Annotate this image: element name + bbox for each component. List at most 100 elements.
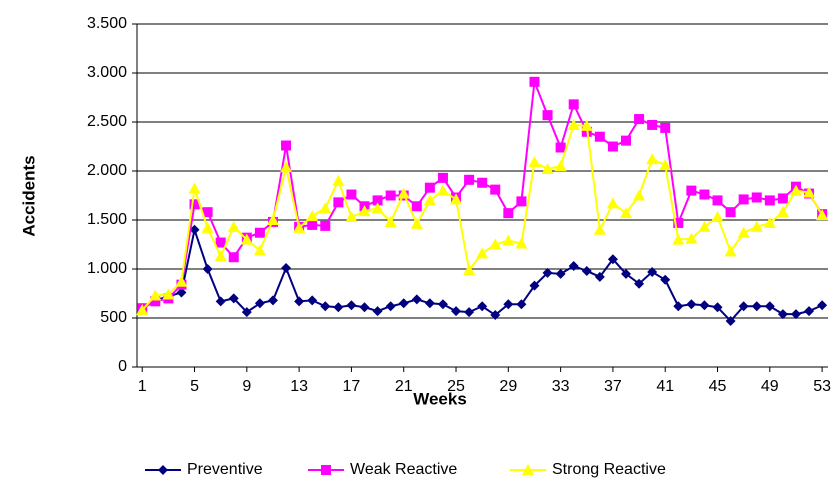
marker [607, 141, 618, 152]
marker [502, 234, 515, 246]
marker [306, 210, 319, 222]
marker [698, 220, 711, 232]
marker [320, 220, 331, 231]
marker [634, 114, 645, 125]
marker [188, 182, 201, 194]
marker [529, 280, 540, 291]
marker [411, 201, 422, 212]
marker [568, 99, 579, 110]
marker [580, 119, 593, 131]
marker [660, 122, 671, 133]
marker [712, 302, 723, 313]
marker [372, 195, 383, 206]
marker [555, 268, 566, 279]
marker [345, 211, 358, 223]
marker [712, 195, 723, 206]
marker [202, 207, 213, 218]
marker [516, 196, 527, 207]
marker [215, 296, 226, 307]
marker [503, 299, 514, 310]
marker [228, 252, 239, 263]
marker [763, 216, 776, 228]
marker [724, 245, 737, 257]
marker [803, 186, 816, 198]
marker [647, 266, 658, 277]
marker [215, 237, 226, 248]
marker [515, 237, 528, 249]
marker [346, 300, 357, 311]
marker [372, 306, 383, 317]
marker [633, 189, 646, 201]
x-tick-label: 9 [242, 378, 251, 395]
marker [254, 298, 265, 309]
y-tick-label: 3.500 [87, 15, 127, 32]
marker [319, 202, 332, 214]
marker [725, 207, 736, 218]
marker [189, 224, 200, 235]
marker [307, 295, 318, 306]
marker [436, 184, 449, 196]
x-tick-label: 37 [604, 378, 622, 395]
legend-label: Weak Reactive [350, 461, 457, 478]
marker [333, 197, 344, 208]
marker [764, 195, 775, 206]
marker [254, 227, 265, 238]
marker [634, 278, 645, 289]
marker [332, 174, 345, 186]
marker [817, 300, 828, 311]
marker [554, 160, 567, 172]
marker [581, 265, 592, 276]
legend-label: Strong Reactive [552, 461, 666, 478]
marker [437, 299, 448, 310]
marker [477, 301, 488, 312]
marker [620, 135, 631, 146]
marker [750, 220, 763, 232]
marker [280, 161, 293, 173]
marker [320, 301, 331, 312]
marker [516, 299, 527, 310]
marker [607, 254, 618, 265]
marker [424, 182, 435, 193]
marker [673, 301, 684, 312]
marker [593, 223, 606, 235]
marker [162, 288, 175, 300]
x-tick-label: 53 [813, 378, 831, 395]
marker [672, 233, 685, 245]
y-tick-label: 1.500 [87, 211, 127, 228]
marker [789, 184, 802, 196]
marker [202, 264, 213, 274]
marker [358, 205, 371, 217]
marker [738, 301, 749, 312]
marker [266, 214, 279, 225]
legend-marker [522, 464, 534, 475]
series-line [141, 81, 823, 310]
marker [227, 220, 240, 232]
legend-marker [158, 465, 168, 475]
marker [685, 232, 698, 244]
marker [359, 302, 370, 313]
marker [646, 153, 659, 165]
marker [201, 221, 214, 233]
marker [777, 193, 788, 204]
marker [660, 274, 671, 285]
marker [619, 207, 632, 219]
marker [711, 211, 724, 223]
x-tick-label: 41 [656, 378, 674, 395]
marker [410, 217, 423, 229]
marker [346, 189, 357, 200]
marker [699, 189, 710, 200]
marker [307, 219, 318, 230]
marker [503, 208, 514, 219]
marker [281, 263, 292, 274]
marker [738, 194, 749, 205]
marker [477, 177, 488, 188]
marker [150, 296, 161, 307]
legend-label: Preventive [187, 461, 263, 478]
marker [241, 307, 252, 318]
marker [189, 199, 200, 210]
marker [490, 184, 501, 195]
x-tick-label: 45 [709, 378, 727, 395]
marker [423, 194, 436, 206]
marker [136, 304, 149, 316]
marker [293, 221, 306, 233]
